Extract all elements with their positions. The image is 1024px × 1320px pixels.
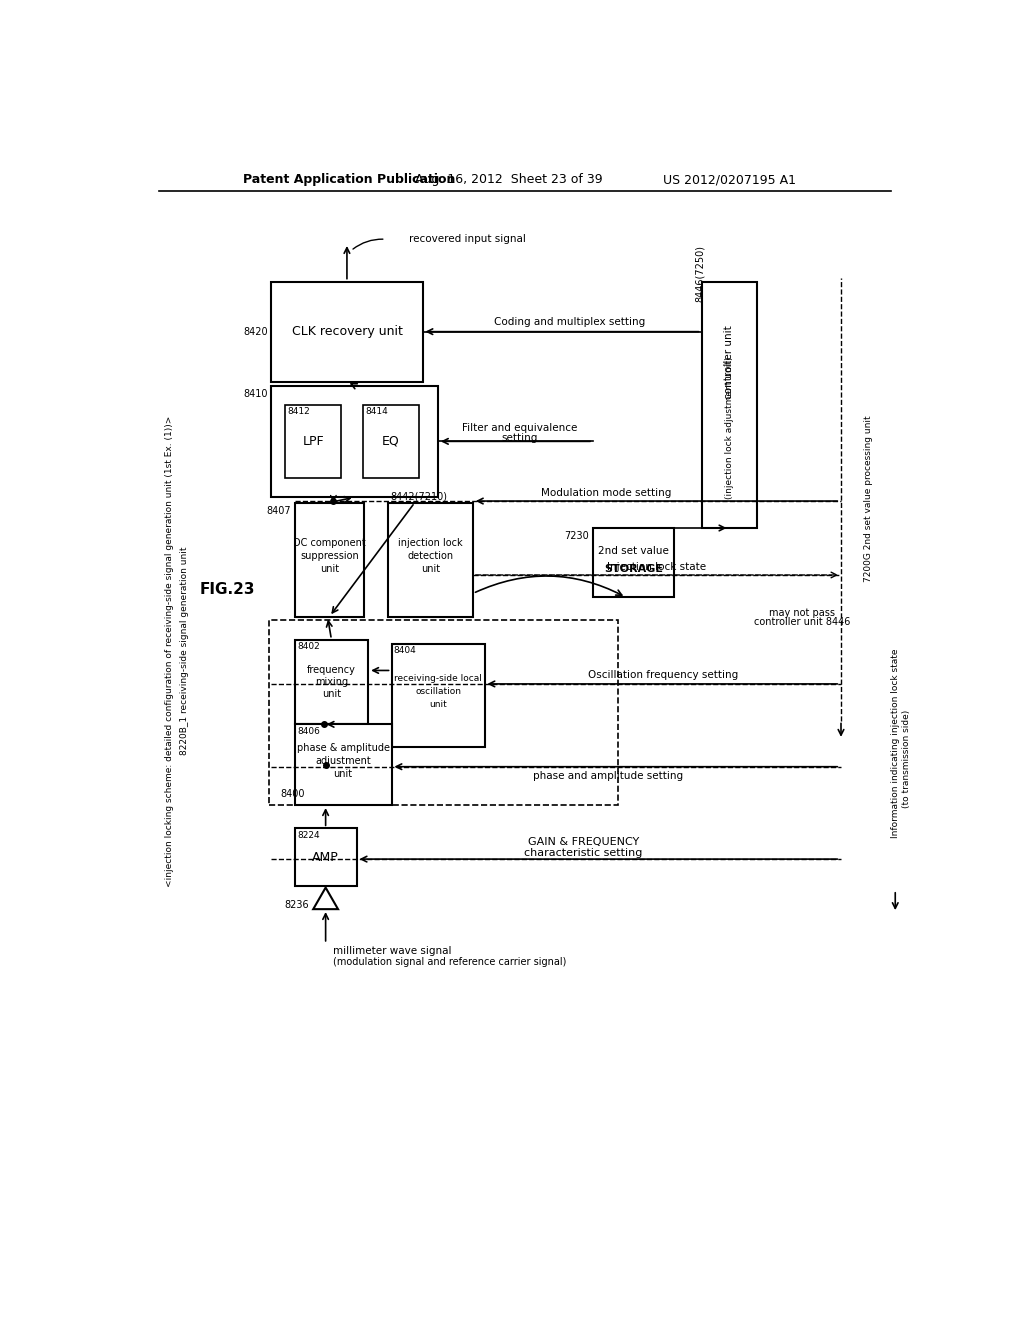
Text: (injection lock adjustment unit): (injection lock adjustment unit): [725, 356, 734, 499]
Text: 7230: 7230: [564, 531, 589, 541]
Bar: [295, 640, 369, 725]
Text: characteristic setting: characteristic setting: [524, 847, 642, 858]
Text: EQ: EQ: [382, 434, 399, 447]
Bar: [701, 281, 758, 528]
Text: 8406: 8406: [297, 726, 319, 735]
Bar: [271, 281, 423, 381]
Text: oscillation: oscillation: [415, 688, 461, 696]
Text: mixing: mixing: [314, 677, 348, 686]
Text: US 2012/0207195 A1: US 2012/0207195 A1: [663, 173, 796, 186]
Text: Aug. 16, 2012  Sheet 23 of 39: Aug. 16, 2012 Sheet 23 of 39: [415, 173, 602, 186]
Text: 8402: 8402: [297, 642, 319, 651]
Bar: [391, 644, 484, 747]
Text: Modulation mode setting: Modulation mode setting: [542, 487, 672, 498]
Text: suppression: suppression: [300, 550, 358, 561]
Text: Injection lock state: Injection lock state: [607, 562, 707, 573]
Text: 8407: 8407: [266, 507, 291, 516]
Text: 8224: 8224: [297, 830, 319, 840]
Text: may not pass: may not pass: [769, 607, 836, 618]
Text: Filter and equivalence: Filter and equivalence: [462, 422, 578, 433]
Text: millimeter wave signal: millimeter wave signal: [334, 946, 452, 957]
Text: GAIN & FREQUENCY: GAIN & FREQUENCY: [527, 837, 639, 847]
Text: AMP: AMP: [312, 850, 339, 863]
Text: 8400: 8400: [281, 789, 305, 799]
Text: unit: unit: [334, 770, 352, 779]
Text: phase & amplitude: phase & amplitude: [297, 743, 389, 752]
Bar: [362, 405, 419, 478]
Bar: [286, 405, 341, 478]
Text: FIG.23: FIG.23: [200, 582, 256, 597]
Text: Coding and multiplex setting: Coding and multiplex setting: [495, 317, 645, 327]
Text: Information indicating injection lock state: Information indicating injection lock st…: [891, 649, 900, 838]
Bar: [269, 620, 617, 805]
Text: unit: unit: [421, 564, 440, 574]
Text: 2nd set value: 2nd set value: [598, 546, 669, 556]
Text: DC component: DC component: [293, 537, 366, 548]
Text: injection lock: injection lock: [398, 537, 463, 548]
Bar: [593, 528, 675, 598]
Bar: [295, 829, 356, 886]
Text: setting: setting: [501, 433, 538, 442]
Text: adjustment: adjustment: [315, 756, 371, 766]
Bar: [295, 725, 391, 805]
Text: (modulation signal and reference carrier signal): (modulation signal and reference carrier…: [334, 957, 566, 966]
Text: unit: unit: [429, 700, 446, 709]
Text: (to transmission side): (to transmission side): [902, 710, 911, 808]
Text: LPF: LPF: [302, 434, 324, 447]
Text: 8236: 8236: [284, 900, 308, 911]
Bar: [388, 503, 473, 616]
Text: controller unit 8446: controller unit 8446: [754, 616, 851, 627]
Text: recovered input signal: recovered input signal: [409, 234, 525, 244]
Text: 8442(7210): 8442(7210): [390, 491, 446, 502]
Text: 8410: 8410: [243, 389, 267, 400]
Bar: [295, 503, 365, 616]
Text: CLK recovery unit: CLK recovery unit: [292, 325, 402, 338]
Text: 8414: 8414: [366, 407, 388, 416]
Text: Patent Application Publication: Patent Application Publication: [243, 173, 455, 186]
Text: controller unit: controller unit: [724, 326, 734, 400]
Text: <injection locking scheme: detailed configuration of receiving-side signal gener: <injection locking scheme: detailed conf…: [165, 416, 174, 887]
Text: 7200G 2nd set value processing unit: 7200G 2nd set value processing unit: [863, 416, 872, 582]
Text: STORAGE: STORAGE: [604, 564, 664, 574]
Bar: [271, 385, 438, 498]
Text: receiving-side local: receiving-side local: [394, 675, 482, 682]
Text: detection: detection: [408, 550, 454, 561]
Text: 8404: 8404: [394, 645, 417, 655]
Text: 8446(7250): 8446(7250): [695, 246, 705, 302]
Text: unit: unit: [322, 689, 341, 698]
Text: 8412: 8412: [288, 407, 310, 416]
Text: 8220B_1 receiving-side signal generation unit: 8220B_1 receiving-side signal generation…: [180, 546, 189, 755]
Text: Oscillation frequency setting: Oscillation frequency setting: [588, 671, 738, 680]
Text: 8420: 8420: [243, 326, 267, 337]
Text: unit: unit: [319, 564, 339, 574]
Text: phase and amplitude setting: phase and amplitude setting: [534, 771, 684, 781]
Text: frequency: frequency: [307, 665, 356, 676]
